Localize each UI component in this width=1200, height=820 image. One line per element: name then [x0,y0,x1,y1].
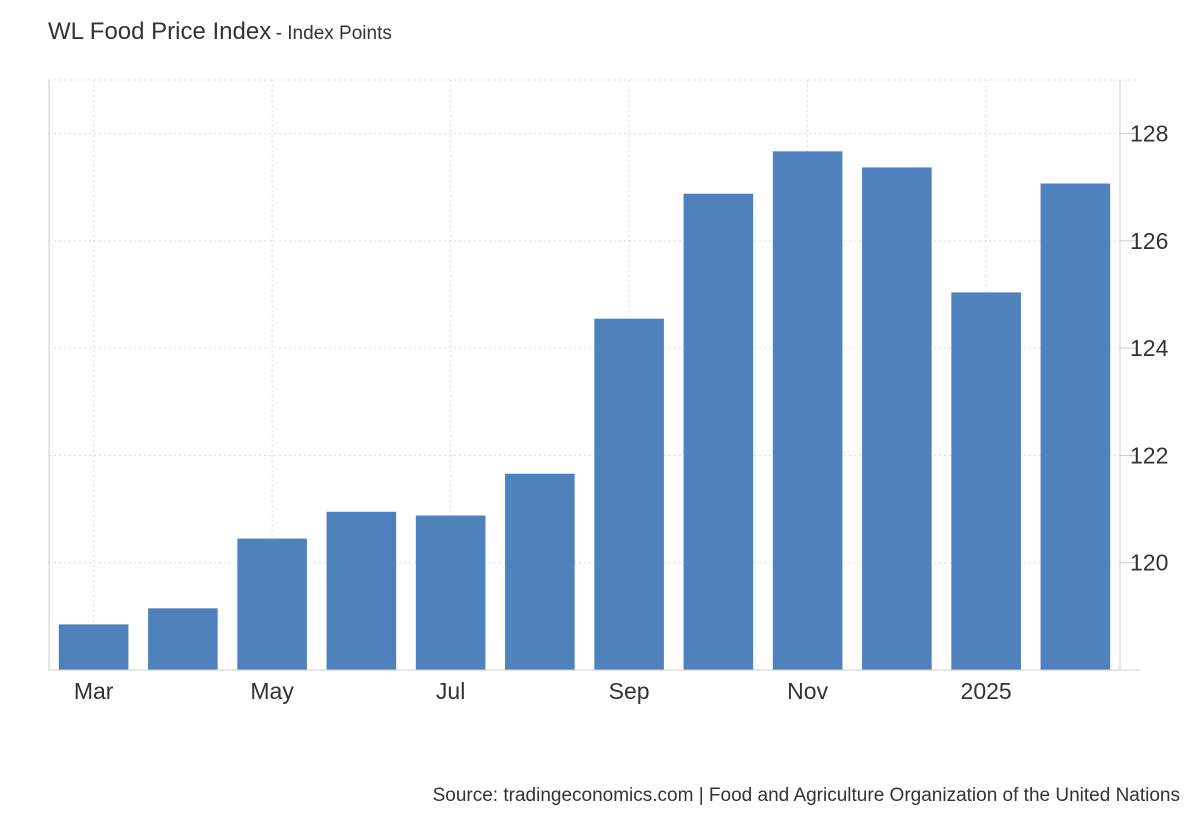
y-tick-label: 124 [1130,335,1169,361]
bar [237,538,307,670]
x-tick-label: May [250,678,294,704]
bar [772,151,843,670]
x-tick-label: Nov [787,678,828,704]
y-tick-label: 126 [1130,228,1168,254]
y-tick-label: 128 [1130,121,1168,147]
x-tick-label: Jul [436,678,465,704]
bar [951,292,1021,670]
bar-chart: 120 122 124 126 128 Mar May Jul Sep Nov 2025 [48,79,1169,704]
bar [862,167,932,670]
bar [58,624,129,670]
bar [683,193,754,670]
source-note: Source: tradingeconomics.com | Food and … [432,785,1180,806]
x-tick-label: 2025 [961,678,1012,704]
chart-subtitle: - Index Points [275,23,392,44]
y-tick-label: 122 [1130,442,1168,468]
y-tick-label: 120 [1130,550,1168,576]
bar [1040,183,1111,670]
x-tick-label: Mar [74,678,114,704]
bar [415,515,486,670]
bar [594,318,664,670]
chart-title-row: WL Food Price Index - Index Points [48,18,392,46]
chart-title: WL Food Price Index [48,18,272,45]
bar [505,473,575,670]
bar [148,608,218,670]
bar [326,511,397,670]
x-tick-label: Sep [609,678,650,704]
